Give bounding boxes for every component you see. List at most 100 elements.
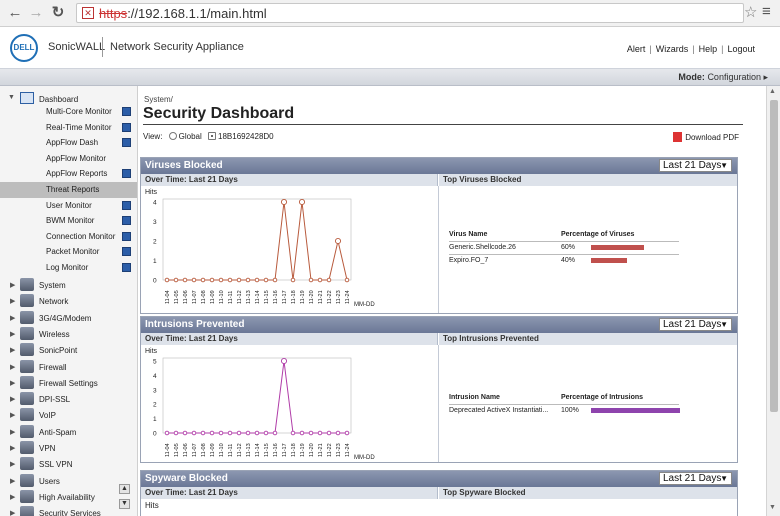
period-select[interactable]: Last 21 Days ▼	[659, 318, 732, 331]
expand-right-icon[interactable]: ▶	[10, 379, 16, 387]
viruses-blocked-panel: Viruses Blocked Last 21 Days ▼ Over Time:…	[140, 157, 738, 314]
sidebar-item[interactable]: ▶ SonicPoint	[0, 342, 137, 359]
x-tick-label: 11-13	[246, 443, 252, 457]
external-window-icon[interactable]	[122, 200, 131, 210]
bookmark-star-icon[interactable]: ☆	[744, 4, 758, 21]
expand-right-icon[interactable]: ▶	[10, 445, 16, 452]
sidebar-item[interactable]: ▶ Security Services	[0, 505, 137, 516]
sidebar-item[interactable]: ▶ VPN	[0, 440, 137, 457]
x-tick-label: 11-18	[291, 290, 297, 304]
column-header: Percentage of Viruses	[561, 231, 635, 238]
data-point	[308, 430, 314, 436]
x-tick-label: 11-11	[228, 444, 234, 457]
sidebar-scroll-down-button[interactable]: ▼	[119, 499, 130, 509]
modem-icon	[20, 310, 34, 324]
sidebar-item[interactable]: ▶ Firewall Settings	[0, 375, 137, 392]
sidebar-item[interactable]: ▶ Network	[0, 293, 137, 310]
external-window-icon[interactable]	[122, 122, 131, 132]
data-point	[236, 277, 242, 283]
data-point	[227, 277, 233, 283]
insecure-lock-icon[interactable]: ✕	[82, 7, 94, 19]
expand-right-icon[interactable]: ▶	[10, 510, 16, 516]
external-window-icon[interactable]	[122, 247, 131, 257]
anti-spam-icon	[20, 424, 34, 438]
sidebar-item[interactable]: ▶ Wireless	[0, 326, 137, 343]
data-point	[254, 277, 260, 283]
sidebar-item[interactable]: ▶ DPI-SSL	[0, 391, 137, 408]
sidebar-item-dashboard[interactable]: ▼ Dashboard	[0, 92, 137, 107]
expand-right-icon[interactable]: ▶	[10, 363, 16, 371]
sidebar-subitem[interactable]: Connection Monitor	[0, 229, 137, 245]
breadcrumb[interactable]: System/	[144, 95, 173, 104]
back-arrow-icon[interactable]: ←	[7, 4, 23, 21]
data-point	[200, 430, 206, 436]
forward-arrow-icon[interactable]: →	[28, 4, 44, 21]
period-select[interactable]: Last 21 Days ▼	[659, 159, 732, 172]
expand-right-icon[interactable]: ▶	[10, 347, 16, 355]
expand-right-icon[interactable]: ▶	[10, 493, 16, 501]
view-serial-label: 18B1692428D0	[218, 132, 274, 141]
sidebar-item[interactable]: ▶ High Availability	[0, 489, 137, 506]
sidebar-subitem[interactable]: AppFlow Dash	[0, 135, 137, 151]
sidebar-item[interactable]: ▶ Firewall	[0, 359, 137, 376]
top-spyware-heading: Top Spyware Blocked	[439, 487, 737, 499]
sidebar-subitem[interactable]: Packet Monitor	[0, 244, 137, 260]
download-pdf-link[interactable]: Download PDF	[673, 132, 739, 142]
alert-link[interactable]: Alert	[626, 44, 646, 54]
expand-right-icon[interactable]: ▶	[10, 428, 16, 436]
address-bar[interactable]: ✕ https://192.168.1.1/main.html	[76, 3, 744, 23]
dell-logo: DELL	[10, 34, 38, 62]
sidebar-subitem-label: Packet Monitor	[46, 247, 100, 257]
expand-right-icon[interactable]: ▶	[10, 298, 16, 306]
data-point	[344, 430, 350, 436]
help-link[interactable]: Help	[698, 44, 718, 54]
view-serial-radio[interactable]	[208, 132, 217, 140]
sidebar-subitem[interactable]: Threat Reports	[0, 182, 137, 198]
scroll-down-arrow-icon[interactable]: ▼	[769, 504, 776, 511]
reload-icon[interactable]: ↻	[51, 4, 65, 21]
sidebar-subitem[interactable]: AppFlow Reports	[0, 166, 137, 182]
expand-right-icon[interactable]: ▶	[10, 282, 16, 289]
sidebar-subitem[interactable]: Log Monitor	[0, 260, 137, 276]
intrusions-prevented-panel: Intrusions Prevented Last 21 Days ▼ Over …	[140, 316, 738, 463]
sidebar-subitem[interactable]: User Monitor	[0, 198, 137, 214]
external-window-icon[interactable]	[122, 216, 131, 226]
sidebar-scroll-up-button[interactable]: ▲	[119, 484, 130, 494]
sidebar-item[interactable]: ▶ SSL VPN	[0, 456, 137, 473]
sidebar-item[interactable]: ▶ System	[0, 277, 137, 294]
sidebar-subitem[interactable]: BWM Monitor	[0, 213, 137, 229]
data-point	[209, 277, 215, 283]
external-window-icon[interactable]	[122, 169, 131, 179]
scroll-up-arrow-icon[interactable]: ▲	[769, 88, 776, 95]
expand-right-icon[interactable]: ▶	[10, 412, 16, 420]
expand-right-icon[interactable]: ▶	[10, 330, 16, 338]
page-scrollbar[interactable]: ▲ ▼	[766, 86, 780, 516]
url-text[interactable]: https://192.168.1.1/main.html	[99, 6, 267, 21]
sidebar-subitem[interactable]: AppFlow Monitor	[0, 151, 137, 167]
expand-right-icon[interactable]: ▶	[10, 314, 16, 322]
external-window-icon[interactable]	[122, 263, 131, 272]
browser-menu-icon[interactable]: ≡	[762, 3, 771, 20]
brand-separator	[102, 37, 103, 57]
expand-down-icon[interactable]: ▼	[8, 94, 15, 101]
expand-right-icon[interactable]: ▶	[10, 461, 16, 469]
expand-right-icon[interactable]: ▶	[10, 396, 16, 404]
external-window-icon[interactable]	[122, 138, 131, 148]
sidebar-item[interactable]: ▶ VoIP	[0, 407, 137, 424]
sidebar-item[interactable]: ▶ Users	[0, 473, 137, 490]
sidebar-item[interactable]: ▶ Anti-Spam	[0, 424, 137, 441]
wizards-link[interactable]: Wizards	[655, 44, 689, 54]
expand-right-icon[interactable]: ▶	[10, 477, 16, 485]
logout-link[interactable]: Logout	[727, 44, 755, 54]
period-select[interactable]: Last 21 Days ▼	[659, 472, 732, 485]
view-global-radio[interactable]	[168, 132, 177, 140]
sidebar-item[interactable]: ▶ 3G/4G/Modem	[0, 310, 137, 327]
sidebar-subitem[interactable]: Real-Time Monitor	[0, 120, 137, 136]
sidebar-subitem[interactable]: Multi-Core Monitor	[0, 104, 137, 120]
scrollbar-thumb[interactable]	[770, 100, 778, 412]
external-window-icon[interactable]	[122, 107, 131, 116]
external-window-icon[interactable]	[122, 231, 131, 241]
mode-toggle[interactable]: Mode: Configuration ▸	[678, 72, 768, 82]
header-links: Alert | Wizards | Help | Logout	[626, 44, 755, 54]
